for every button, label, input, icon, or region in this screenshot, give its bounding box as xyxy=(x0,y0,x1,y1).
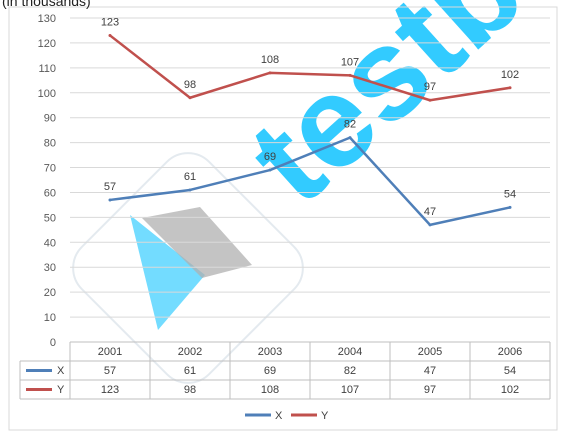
data-table: 2001 2002 2003 2004 2005 2006 X 57 61 69 82 47 54 Y 12… xyxy=(19,341,551,400)
y-tick-label-60: 60 xyxy=(44,187,56,199)
data-label-X-2004: 82 xyxy=(344,119,356,131)
table-series-name-X: X xyxy=(57,365,65,377)
data-label-X-2005: 47 xyxy=(424,206,436,218)
watermark-frame xyxy=(72,152,304,384)
x-category-2001: 2001 xyxy=(98,346,122,358)
data-point-Y-2003 xyxy=(268,71,272,75)
legend-label-Y: Y xyxy=(321,410,329,422)
table-cell-X-2003: 69 xyxy=(264,365,276,377)
header-text-fragment: (in thousands) xyxy=(2,0,91,9)
chart-area-border xyxy=(8,6,558,431)
data-point-X-2004 xyxy=(348,136,352,140)
table-cell-Y-2001: 123 xyxy=(101,384,119,396)
y-tick-label-0: 0 xyxy=(50,337,56,349)
data-point-X-2002 xyxy=(188,188,192,192)
table-cell-X-2002: 61 xyxy=(184,365,196,377)
table-series-name-Y: Y xyxy=(57,384,65,396)
table-cell-Y-2004: 107 xyxy=(341,384,359,396)
data-label-Y-2003: 108 xyxy=(261,54,279,66)
y-tick-label-80: 80 xyxy=(44,138,56,150)
data-label-Y-2004: 107 xyxy=(341,56,359,68)
data-point-Y-2004 xyxy=(348,73,352,77)
table-cell-Y-2005: 97 xyxy=(424,384,436,396)
data-point-Y-2006 xyxy=(508,86,512,90)
y-tick-label-40: 40 xyxy=(44,237,56,249)
data-label-X-2003: 69 xyxy=(264,151,276,163)
table-cell-X-2005: 47 xyxy=(424,365,436,377)
table-cell-Y-2003: 108 xyxy=(261,384,279,396)
watermark-arrow-shape xyxy=(130,215,205,330)
x-category-2005: 2005 xyxy=(418,346,442,358)
data-point-X-2003 xyxy=(268,168,272,172)
legend-label-X: X xyxy=(275,410,283,422)
table-cell-X-2006: 54 xyxy=(504,365,516,377)
table-cell-X-2004: 82 xyxy=(344,365,356,377)
y-tick-label-30: 30 xyxy=(44,262,56,274)
table-cell-X-2001: 57 xyxy=(104,365,116,377)
y-tick-label-70: 70 xyxy=(44,163,56,175)
data-label-X-2002: 61 xyxy=(184,171,196,183)
data-point-X-2005 xyxy=(428,223,432,227)
data-point-Y-2005 xyxy=(428,98,432,102)
y-tick-label-10: 10 xyxy=(44,312,56,324)
data-point-Y-2001 xyxy=(108,33,112,37)
table-cell-Y-2002: 98 xyxy=(184,384,196,396)
data-label-Y-2001: 123 xyxy=(101,16,119,28)
data-label-Y-2005: 97 xyxy=(424,81,436,93)
series-lines xyxy=(108,33,512,227)
series-line-X xyxy=(108,136,512,227)
y-tick-label-90: 90 xyxy=(44,113,56,125)
y-tick-label-110: 110 xyxy=(38,63,56,75)
x-category-2003: 2003 xyxy=(258,346,282,358)
y-tick-label-120: 120 xyxy=(38,38,56,50)
series-line-Y xyxy=(108,34,512,102)
table-cell-Y-2006: 102 xyxy=(501,384,519,396)
x-category-2002: 2002 xyxy=(178,346,202,358)
data-label-X-2006: 54 xyxy=(504,188,516,200)
y-axis: 0 10 20 30 40 50 60 70 80 90 100 110 120 130 xyxy=(38,13,56,349)
x-category-2004: 2004 xyxy=(338,346,362,358)
y-tick-label-50: 50 xyxy=(44,212,56,224)
data-point-X-2006 xyxy=(508,205,512,209)
data-label-Y-2002: 98 xyxy=(184,79,196,91)
data-point-Y-2002 xyxy=(188,96,192,100)
y-tick-label-100: 100 xyxy=(38,88,56,100)
data-labels: 57 61 69 82 47 54 123 98 108 107 97 102 xyxy=(101,16,519,217)
y-tick-label-130: 130 xyxy=(38,13,56,25)
data-label-X-2001: 57 xyxy=(104,181,116,193)
data-point-X-2001 xyxy=(108,198,112,202)
y-tick-label-20: 20 xyxy=(44,287,56,299)
x-category-2006: 2006 xyxy=(498,346,522,358)
data-label-Y-2006: 102 xyxy=(501,69,519,81)
